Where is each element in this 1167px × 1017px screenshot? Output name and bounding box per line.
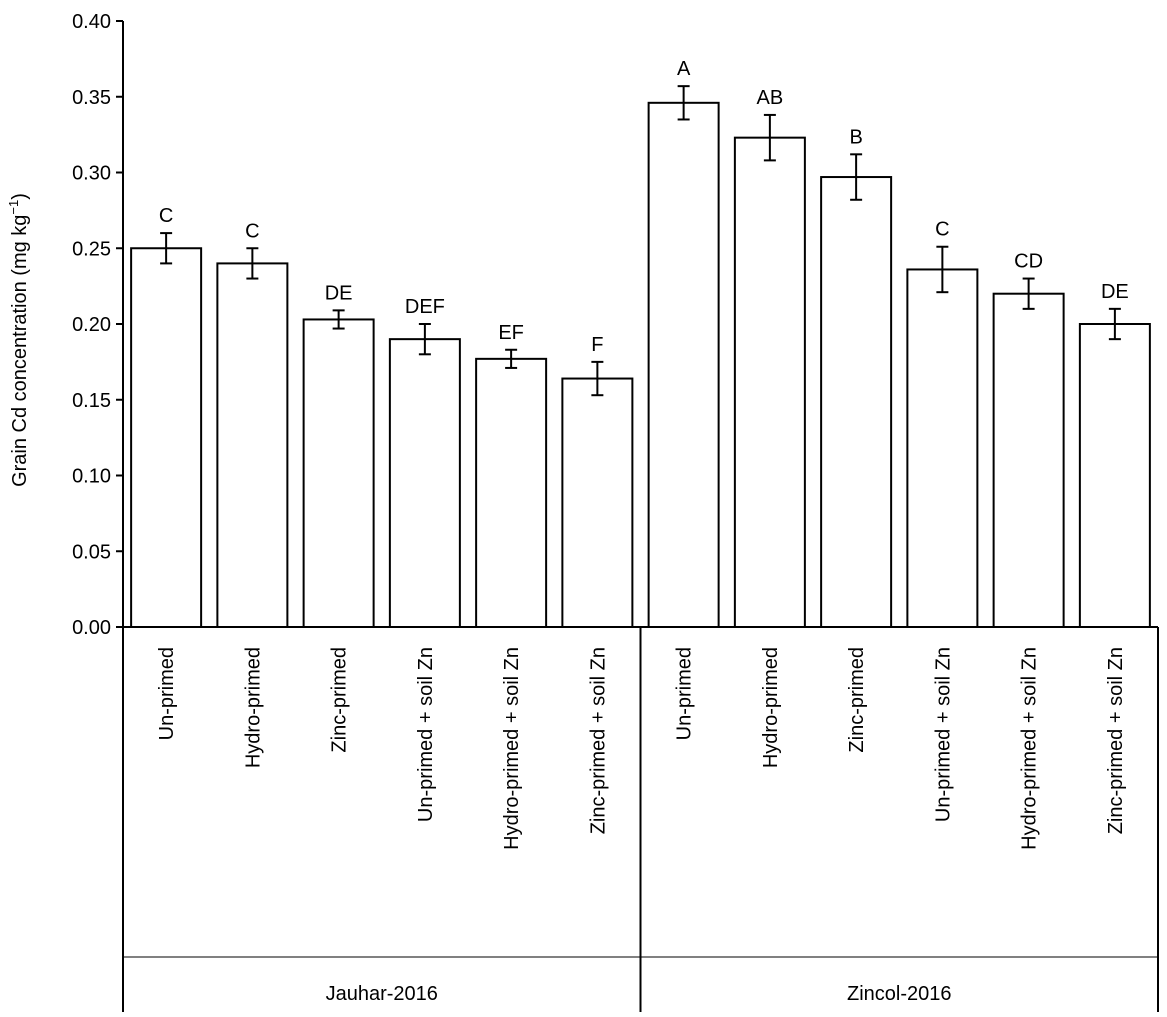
significance-letter: B — [849, 126, 862, 148]
x-tick-label: Un-primed + soil Zn — [415, 647, 437, 822]
bar-series: C C DE DEF EF F A AB B C CD DE — [130, 58, 1151, 629]
x-tick-label: Un-primed + soil Zn — [932, 647, 954, 822]
significance-letter: C — [245, 220, 259, 242]
x-tick-label: Hydro-primed + soil Zn — [1019, 647, 1041, 850]
bar — [475, 357, 548, 628]
bar — [906, 268, 979, 628]
x-tick-label: Hydro-primed — [760, 647, 782, 768]
significance-letter: C — [159, 205, 173, 227]
x-tick-label: Zinc-primed — [329, 647, 351, 753]
x-tick-label: Un-primed — [674, 647, 696, 740]
bar — [216, 262, 289, 628]
x-tick-label: Zinc-primed + soil Zn — [1105, 647, 1127, 834]
y-tick-label: 0.00 — [72, 617, 111, 639]
bar — [561, 377, 634, 629]
x-tick-label: Un-primed — [156, 647, 178, 740]
x-tick-label: Zinc-primed — [846, 647, 868, 753]
y-tick-label: 0.10 — [72, 466, 111, 488]
bar — [992, 292, 1065, 628]
significance-letter: DE — [325, 282, 353, 304]
bar — [302, 318, 375, 628]
significance-letter: DEF — [405, 296, 445, 318]
y-tick-label: 0.20 — [72, 314, 111, 336]
significance-letter: DE — [1101, 281, 1129, 303]
x-tick-label: Hydro-primed — [242, 647, 264, 768]
significance-letter: C — [935, 219, 949, 241]
significance-letter: F — [591, 334, 603, 356]
bar — [130, 247, 203, 628]
x-axis: Un-primed Hydro-primed Zinc-primed Un-prime… — [122, 626, 1159, 1012]
group-label: Zincol-2016 — [847, 983, 952, 1005]
y-tick-label: 0.35 — [72, 87, 111, 109]
y-tick-label: 0.05 — [72, 541, 111, 563]
bar — [1078, 323, 1151, 628]
x-tick-label: Hydro-primed + soil Zn — [501, 647, 523, 850]
significance-letter: A — [677, 58, 691, 80]
y-tick-label: 0.25 — [72, 238, 111, 260]
y-tick-label: 0.15 — [72, 390, 111, 412]
group-label: Jauhar-2016 — [326, 983, 438, 1005]
significance-letter: CD — [1014, 251, 1043, 273]
x-tick-label: Zinc-primed + soil Zn — [587, 647, 609, 834]
y-axis-label: Grain Cd concentration (mg kg−1) — [6, 193, 31, 487]
bar — [388, 338, 461, 628]
significance-letter: EF — [498, 322, 524, 344]
bar — [820, 176, 893, 628]
y-axis-label-close: ) — [9, 193, 31, 200]
y-axis: 0.00 0.05 0.10 0.15 0.20 0.25 0.30 0.35 0.40 — [72, 11, 124, 639]
y-axis-label-superscript: −1 — [6, 200, 21, 215]
y-tick-label: 0.40 — [72, 11, 111, 33]
y-tick-label: 0.30 — [72, 163, 111, 185]
bar — [647, 101, 720, 628]
bar — [733, 136, 806, 628]
significance-letter: AB — [757, 87, 784, 109]
y-axis-label-main: Grain Cd concentration (mg kg — [9, 215, 31, 487]
